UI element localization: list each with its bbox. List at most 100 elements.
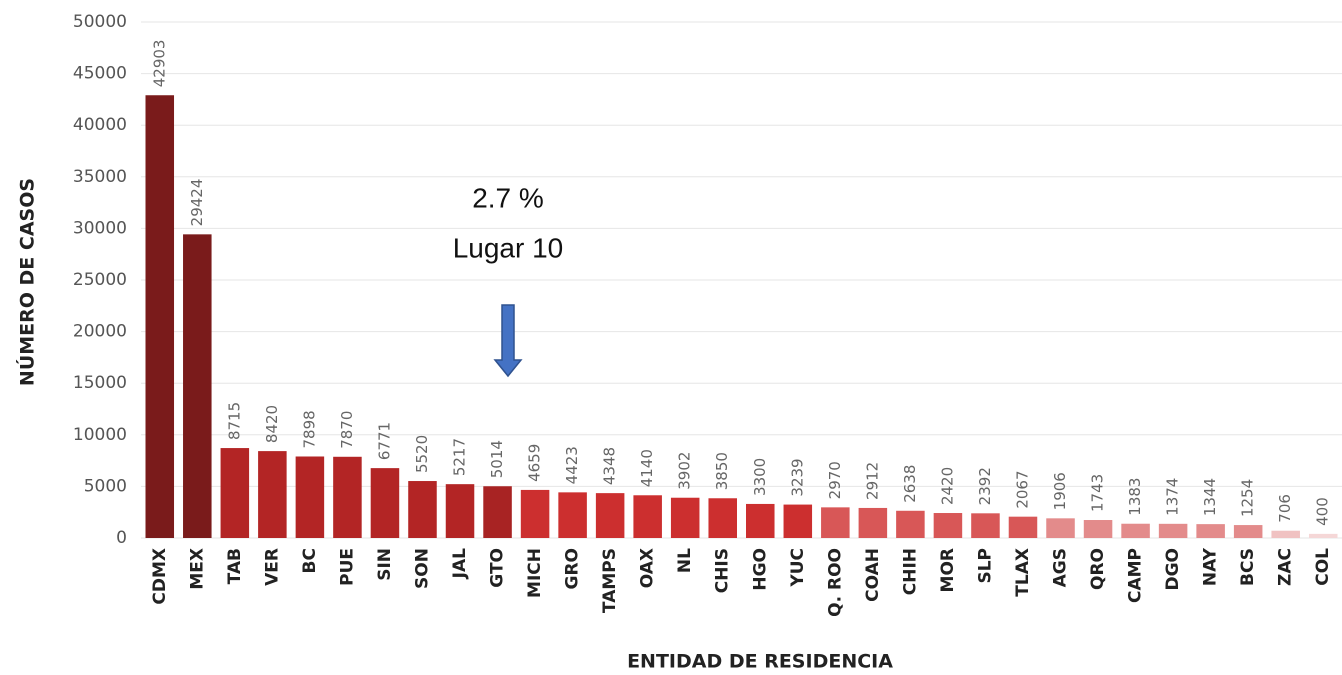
bar	[708, 498, 737, 538]
bar	[633, 495, 662, 538]
x-tick-label: CHIH	[900, 548, 920, 595]
x-tick-label: ZAC	[1276, 548, 1296, 586]
x-tick-label: MEX	[187, 548, 207, 590]
y-tick-label: 35000	[73, 167, 127, 187]
bar	[746, 503, 775, 538]
bar	[370, 468, 400, 538]
data-label: 1254	[1239, 479, 1257, 517]
x-tick-label: CAMP	[1126, 548, 1146, 603]
x-axis-title: ENTIDAD DE RESIDENCIA	[627, 651, 893, 673]
y-tick-label: 30000	[73, 218, 127, 238]
data-label: 3300	[751, 458, 769, 496]
x-tick-label: AGS	[1051, 548, 1071, 587]
data-label: 29424	[188, 179, 206, 227]
bar	[1158, 523, 1188, 538]
x-tick-label: CHIS	[713, 548, 733, 593]
y-tick-label: 20000	[73, 322, 127, 342]
x-tick-label: TAMPS	[600, 548, 620, 613]
arrow	[493, 304, 523, 378]
x-tick-label: GRO	[563, 548, 583, 590]
bar	[295, 456, 325, 538]
bar	[1233, 525, 1263, 538]
data-label: 3902	[676, 452, 694, 490]
data-label: 4140	[638, 449, 656, 487]
data-label: 1383	[1126, 478, 1144, 516]
bar	[670, 497, 700, 538]
data-label: 2392	[976, 467, 994, 505]
bar	[445, 484, 475, 538]
data-label: 3850	[713, 452, 731, 490]
x-tick-label: JAL	[450, 548, 470, 579]
bar	[520, 489, 550, 538]
y-tick-label: 10000	[73, 425, 127, 445]
data-label: 8715	[225, 402, 243, 440]
bar	[1121, 523, 1150, 538]
x-tick-label: DGO	[1163, 548, 1183, 591]
bar	[1008, 516, 1038, 538]
x-tick-label: PUE	[337, 548, 357, 586]
bar	[183, 234, 212, 539]
data-label: 4659	[526, 444, 544, 482]
data-label: 7898	[300, 410, 318, 448]
data-label: 2067	[1013, 470, 1031, 508]
bar	[1083, 520, 1113, 538]
x-tick-label: YUC	[788, 548, 808, 588]
x-tick-label: SLP	[975, 548, 995, 584]
bar	[333, 456, 362, 538]
bar	[1271, 530, 1300, 538]
data-label: 1743	[1089, 474, 1107, 512]
x-tick-label: SIN	[375, 548, 395, 581]
data-label: 2638	[901, 465, 919, 503]
y-tick-label: 45000	[73, 64, 127, 84]
data-label: 4348	[601, 447, 619, 485]
y-axis-title: NÚMERO DE CASOS	[15, 178, 39, 386]
x-tick-label: NL	[675, 548, 695, 573]
x-tick-label: GTO	[488, 548, 508, 588]
x-tick-label: NAY	[1201, 547, 1221, 586]
x-tick-label: Q. ROO	[825, 548, 845, 617]
data-label: 4423	[563, 446, 581, 484]
data-label: 8420	[263, 405, 281, 443]
x-tick-label: SON	[412, 548, 432, 589]
data-label: 42903	[150, 40, 168, 88]
bar	[1308, 533, 1338, 538]
data-label: 5520	[413, 435, 431, 473]
y-tick-label: 40000	[73, 115, 127, 135]
data-label: 1906	[1051, 472, 1069, 510]
x-tick-label: COL	[1313, 548, 1333, 586]
bar	[896, 510, 925, 538]
x-tick-label: MOR	[938, 548, 958, 592]
data-label: 2420	[938, 467, 956, 505]
bar	[220, 448, 250, 538]
bar	[558, 492, 587, 538]
annotation: Lugar 10	[453, 232, 564, 263]
data-label: 400	[1314, 497, 1332, 526]
data-label: 3239	[788, 458, 806, 496]
data-label: 6771	[375, 422, 393, 460]
x-tick-label: BCS	[1238, 548, 1258, 586]
data-label: 2970	[826, 461, 844, 499]
y-tick-label: 0	[116, 528, 127, 548]
annotation: 2.7 %	[472, 182, 544, 213]
y-tick-label: 25000	[73, 270, 127, 290]
bar	[933, 513, 963, 538]
bar	[408, 481, 437, 538]
data-label: 5014	[488, 440, 506, 478]
bar	[821, 507, 850, 538]
x-tick-label: QRO	[1088, 548, 1108, 590]
bar	[1046, 518, 1075, 538]
x-tick-label: MICH	[525, 548, 545, 598]
x-tick-label: HGO	[750, 548, 770, 591]
x-tick-label: BC	[300, 548, 320, 573]
x-tick-label: CDMX	[150, 548, 170, 605]
y-tick-label: 5000	[84, 476, 127, 496]
data-label: 1344	[1201, 478, 1219, 516]
bar	[483, 486, 512, 538]
bar	[595, 493, 625, 538]
bar	[258, 451, 287, 538]
data-label: 5217	[451, 438, 469, 476]
data-label: 1374	[1164, 478, 1182, 516]
y-tick-label: 50000	[73, 12, 127, 32]
x-tick-label: OAX	[638, 548, 658, 588]
